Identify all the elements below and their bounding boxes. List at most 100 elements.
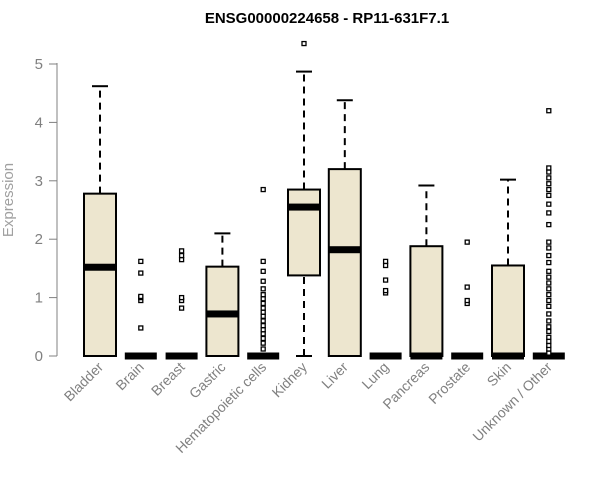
box-skin — [491, 178, 525, 360]
outlier-point — [260, 313, 266, 319]
outlier-point — [464, 239, 470, 245]
median-line — [410, 352, 443, 360]
median-line — [165, 352, 198, 360]
outlier-point — [260, 309, 266, 315]
outlier-point — [138, 258, 144, 265]
outlier-point — [546, 342, 552, 349]
x-tick-label: Lung — [358, 359, 391, 392]
outlier-point — [178, 252, 185, 259]
outlier-point — [464, 284, 470, 290]
outlier-point — [546, 350, 552, 356]
box-lung — [369, 258, 402, 360]
outlier-point — [546, 324, 552, 330]
y-tick-label: 5 — [35, 56, 43, 73]
outlier-point — [382, 258, 389, 265]
outlier-point — [546, 169, 552, 175]
outlier-point — [178, 305, 185, 311]
outlier-point — [260, 300, 266, 307]
outlier-point — [138, 293, 144, 300]
outlier-point — [546, 245, 552, 251]
median-line — [124, 352, 157, 360]
outlier-point — [546, 303, 552, 310]
outlier-point — [260, 305, 266, 311]
outlier-point — [546, 108, 552, 114]
median-line — [84, 263, 116, 271]
outlier-point — [546, 192, 552, 199]
outlier-point — [260, 340, 266, 346]
y-axis-ticks: 0 1 2 3 4 5 — [35, 56, 57, 365]
outlier-point — [546, 239, 552, 245]
outlier-point — [260, 258, 266, 265]
y-tick-label: 0 — [35, 348, 43, 365]
median-line — [369, 352, 402, 360]
outlier-point — [546, 311, 552, 317]
outlier-point — [260, 346, 266, 352]
outlier-point — [382, 277, 389, 283]
outlier-point — [546, 186, 552, 193]
outlier-point — [178, 294, 185, 301]
outlier-point — [546, 175, 552, 181]
outlier-point — [546, 292, 552, 298]
y-tick-label: 1 — [35, 290, 43, 307]
outlier-point — [260, 268, 266, 274]
x-tick-label: Liver — [318, 359, 351, 392]
outlier-point — [546, 181, 552, 187]
outlier-point — [546, 297, 552, 304]
outlier-point — [546, 165, 552, 171]
median-line — [492, 352, 524, 360]
outlier-point — [546, 334, 552, 340]
outlier-point — [546, 259, 552, 266]
outlier-point — [546, 201, 552, 207]
median-line — [206, 310, 239, 318]
outlier-point — [546, 274, 552, 280]
outlier-point — [260, 186, 266, 193]
y-axis-label: Expression — [0, 163, 17, 237]
outlier-point — [178, 256, 185, 263]
box-liver — [327, 99, 362, 357]
median-line — [532, 352, 565, 360]
median-line — [288, 203, 320, 211]
x-tick-label: Brain — [112, 359, 146, 393]
outlier-point — [546, 252, 552, 259]
outlier-point — [260, 318, 266, 324]
outlier-point — [546, 221, 552, 228]
outlier-point — [546, 286, 552, 292]
outlier-point — [546, 268, 552, 274]
outlier-point — [260, 286, 266, 292]
y-tick-label: 4 — [35, 114, 43, 131]
outlier-point — [260, 296, 266, 302]
y-tick-label: 3 — [35, 173, 43, 190]
box-body — [327, 168, 362, 357]
outlier-point — [546, 338, 552, 345]
box-hematopoietic-cells — [247, 186, 280, 360]
box-prostate — [451, 239, 484, 360]
box-body — [287, 188, 321, 277]
outlier-point — [138, 325, 144, 331]
box-brain — [124, 258, 157, 360]
outlier-point — [464, 297, 470, 304]
box-body — [491, 264, 525, 358]
outlier-point — [546, 328, 552, 335]
box-unknown-other — [532, 108, 565, 360]
x-tick-label: Skin — [484, 359, 515, 390]
outlier-point — [138, 270, 144, 276]
box-gastric — [205, 232, 240, 358]
x-tick-label: Bladder — [61, 359, 107, 405]
outlier-point — [301, 40, 307, 47]
outlier-point — [382, 287, 389, 294]
boxes-group — [83, 40, 565, 360]
outlier-point — [546, 210, 552, 216]
x-tick-label: Prostate — [425, 359, 473, 407]
box-breast — [165, 248, 198, 360]
outlier-point — [260, 335, 266, 342]
median-line — [328, 246, 361, 254]
median-line — [247, 352, 280, 360]
box-body — [83, 192, 117, 357]
outlier-point — [260, 327, 266, 333]
outlier-point — [260, 278, 266, 284]
y-tick-label: 2 — [35, 231, 43, 248]
outlier-point — [260, 322, 266, 329]
box-body — [409, 245, 444, 357]
